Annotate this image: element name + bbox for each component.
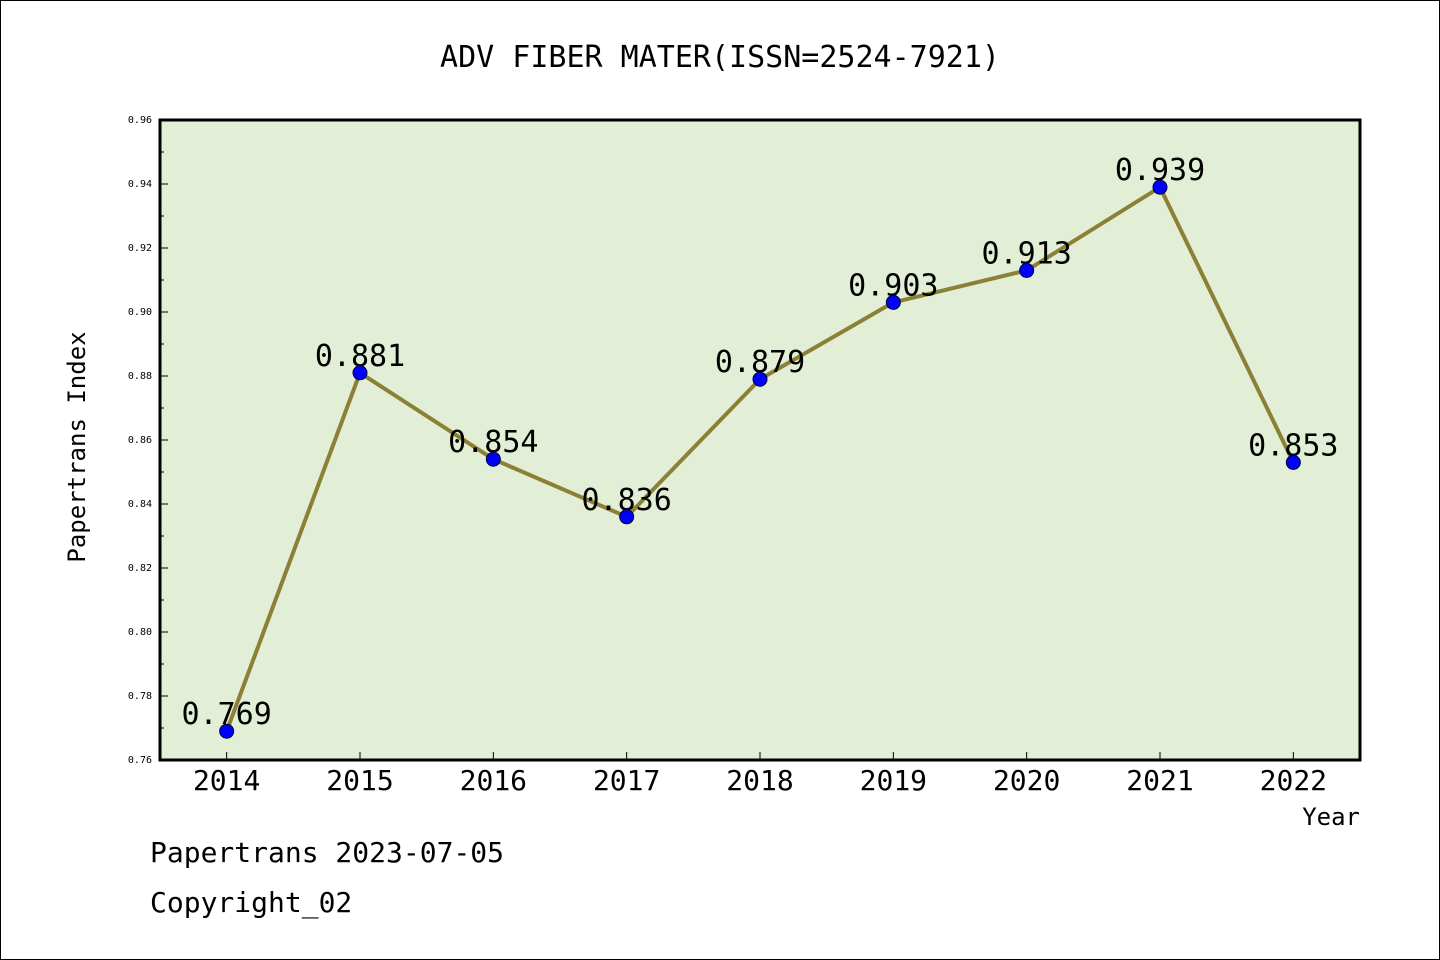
y-tick-label: 0.82 xyxy=(128,563,152,574)
x-tick-label: 2019 xyxy=(860,764,927,797)
chart-title: ADV FIBER MATER(ISSN=2524-7921) xyxy=(440,40,1000,75)
data-point xyxy=(885,294,901,310)
x-tick-label: 2020 xyxy=(993,764,1060,797)
data-point xyxy=(352,365,368,381)
x-tick-label: 2022 xyxy=(1260,764,1327,797)
y-tick-label: 0.96 xyxy=(128,115,152,126)
data-point xyxy=(485,451,501,467)
data-point xyxy=(619,509,635,525)
data-point xyxy=(1019,262,1035,278)
footer-copyright: Copyright_02 xyxy=(150,886,353,919)
axes-frame xyxy=(158,118,1362,762)
plot-area: 0.76 0.78 0.80 0.82 0.84 0.86 0.88 0.90 0.92 0.94… xyxy=(128,115,1362,797)
y-tick-label: 0.88 xyxy=(128,371,152,382)
y-tick-label: 0.94 xyxy=(128,179,152,190)
y-tick-label: 0.86 xyxy=(128,435,152,446)
x-tick-label: 2017 xyxy=(593,764,660,797)
y-tick-label: 0.92 xyxy=(128,243,152,254)
data-point xyxy=(752,371,768,387)
footer-date: Papertrans 2023-07-05 xyxy=(150,836,505,869)
plot-background xyxy=(160,120,1360,760)
data-point xyxy=(219,723,235,739)
x-tick-label: 2018 xyxy=(726,764,793,797)
y-tick-label: 0.90 xyxy=(128,307,152,318)
x-tick-label: 2015 xyxy=(326,764,393,797)
y-tick-label: 0.76 xyxy=(128,755,152,766)
x-tick-label: 2016 xyxy=(460,764,527,797)
y-axis-label: Papertrans Index xyxy=(63,331,91,562)
y-tick-label: 0.80 xyxy=(128,627,152,638)
y-tick-label: 0.78 xyxy=(128,691,152,702)
x-tick-label: 2014 xyxy=(193,764,260,797)
x-axis-label: Year xyxy=(1302,803,1360,831)
y-tick-label: 0.84 xyxy=(128,499,152,510)
data-point xyxy=(1152,179,1168,195)
x-tick-label: 2021 xyxy=(1126,764,1193,797)
data-point xyxy=(1285,454,1301,470)
